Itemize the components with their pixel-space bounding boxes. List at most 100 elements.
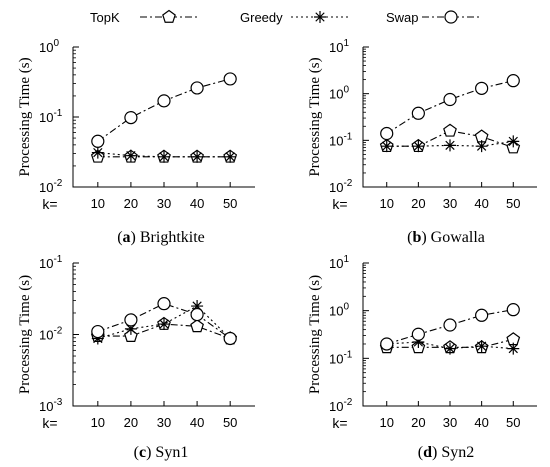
y-tick-label: 100	[329, 85, 349, 102]
x-tick-label: 40	[474, 196, 488, 211]
y-tick-label: 10-2	[329, 397, 353, 414]
y-tick-label: 10-2	[39, 326, 63, 343]
series-greedy	[91, 146, 237, 163]
series-line-greedy	[97, 305, 231, 339]
data-point-greedy	[124, 149, 137, 162]
x-axis-prefix: k=	[42, 415, 57, 431]
x-tick-label: 50	[506, 196, 520, 211]
data-point-greedy	[158, 318, 170, 331]
legend-label-topk: TopK	[90, 10, 120, 25]
x-tick-label: 30	[157, 196, 171, 211]
axes-frame	[72, 47, 255, 188]
data-point-greedy	[124, 322, 137, 335]
panel-caption: (c) Syn1	[134, 444, 189, 461]
data-point-greedy	[475, 340, 488, 353]
data-point-swap	[411, 327, 425, 341]
x-tick-label: 30	[443, 196, 457, 211]
y-tick-label: 10-1	[39, 254, 63, 271]
chart-panel-brightkite: 10-2 10-1 100 Processing Time (s) 10 20 30 40 50…	[17, 38, 255, 246]
series-swap	[91, 72, 237, 148]
x-axis-prefix: k=	[332, 196, 347, 212]
x-tick-label: 10	[91, 415, 105, 430]
data-point-topk	[474, 129, 489, 143]
series-swap	[380, 74, 520, 141]
x-axis-prefix: k=	[42, 196, 57, 212]
y-tick-label: 10-1	[329, 131, 353, 148]
y-tick-label: 100	[39, 38, 59, 55]
x-tick-label: 20	[411, 196, 425, 211]
chart-panel-syn1: 10-3 10-2 10-1 Processing Time (s) 10 20 30 40 5…	[17, 254, 255, 461]
axes-frame	[362, 47, 537, 188]
series-line-greedy	[386, 341, 514, 350]
data-point-topk	[443, 123, 457, 137]
data-point-swap	[380, 126, 394, 141]
x-tick-label: 40	[190, 415, 204, 430]
x-tick-label: 40	[474, 415, 488, 430]
y-tick-label: 10-2	[329, 178, 353, 195]
data-point-swap	[124, 111, 138, 125]
data-point-greedy	[380, 140, 393, 153]
y-tick-label: 101	[329, 254, 349, 271]
data-point-swap	[380, 337, 394, 351]
data-point-greedy	[158, 150, 170, 163]
data-point-greedy	[507, 135, 520, 148]
legend-item-swap: Swap	[386, 10, 480, 25]
x-tick-label: 20	[124, 415, 138, 430]
data-point-swap	[190, 81, 204, 95]
data-point-swap	[157, 94, 171, 108]
chart-panel-syn2: 10-2 10-1 100 101 Processing Time (s) 10 20 30 4…	[307, 254, 537, 461]
x-tick-label: 50	[223, 196, 237, 211]
x-tick-label: 40	[190, 196, 204, 211]
legend-item-greedy: Greedy	[240, 10, 349, 25]
data-point-greedy	[91, 332, 104, 345]
data-point-greedy	[412, 336, 425, 349]
x-tick-label: 50	[223, 415, 237, 430]
series-line-swap	[386, 80, 514, 134]
x-tick-label: 30	[157, 415, 171, 430]
data-point-swap	[91, 134, 105, 148]
x-tick-label: 10	[91, 196, 105, 211]
chart-panel-gowalla: 10-2 10-1 100 101 Processing Time (s) 10 20 30 4…	[307, 38, 537, 246]
y-tick-label: 10-2	[39, 178, 63, 195]
panel-caption: (d) Syn2	[418, 444, 474, 461]
data-point-swap	[443, 92, 457, 107]
chart-panels: 10-2 10-1 100 Processing Time (s) 10 20 30 40 50…	[17, 38, 537, 461]
data-point-greedy	[475, 140, 488, 153]
data-point-greedy	[224, 150, 237, 163]
data-point-swap	[443, 318, 457, 332]
data-point-swap	[190, 307, 204, 322]
series-line-greedy	[386, 140, 514, 147]
x-tick-label: 20	[411, 415, 425, 430]
data-point-greedy	[191, 300, 204, 313]
series-swap	[91, 297, 237, 346]
y-axis-label: Processing Time (s)	[307, 275, 323, 394]
data-point-greedy	[444, 342, 456, 355]
data-point-swap	[475, 81, 489, 95]
x-tick-label: 30	[443, 415, 457, 430]
data-point-swap	[411, 106, 425, 120]
data-point-greedy	[444, 139, 456, 152]
x-axis-prefix: k=	[332, 415, 347, 431]
legend-marker-topk	[162, 9, 176, 23]
legend-label-swap: Swap	[386, 10, 419, 25]
series-greedy	[380, 336, 520, 355]
x-tick-label: 10	[379, 196, 393, 211]
legend: TopK Greedy Swap	[90, 9, 480, 25]
data-point-topk	[190, 319, 204, 333]
data-point-swap	[223, 331, 237, 346]
data-point-swap	[506, 303, 520, 317]
legend-marker-greedy	[314, 11, 326, 23]
series-greedy	[380, 135, 520, 153]
data-point-greedy	[191, 150, 204, 163]
y-tick-label: 100	[329, 302, 349, 319]
y-tick-label: 10-1	[39, 108, 63, 125]
data-point-swap	[91, 324, 105, 339]
x-tick-label: 10	[379, 415, 393, 430]
data-point-greedy	[507, 342, 520, 355]
y-axis-label: Processing Time (s)	[307, 57, 323, 176]
data-point-swap	[475, 308, 489, 322]
data-point-swap	[124, 313, 138, 327]
data-point-swap	[157, 297, 171, 311]
data-point-greedy	[412, 140, 425, 153]
legend-item-topk: TopK	[90, 9, 198, 25]
